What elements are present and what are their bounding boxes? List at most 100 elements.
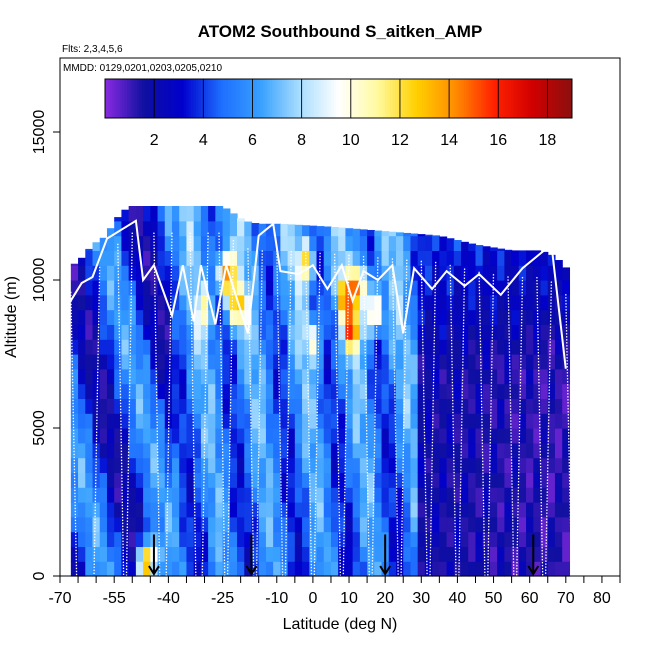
heatmap-cell <box>164 250 173 266</box>
heatmap-cell <box>439 265 448 281</box>
heatmap-cell <box>489 546 498 562</box>
heatmap-cell <box>316 472 325 488</box>
heatmap-cell <box>547 294 556 311</box>
heatmap-cell <box>439 354 448 370</box>
colorbar-segment <box>259 79 263 118</box>
heatmap-cell <box>302 294 310 311</box>
heatmap-cell <box>99 339 108 355</box>
heatmap-cell <box>410 546 419 562</box>
heatmap-cell <box>237 502 245 518</box>
heatmap-cell <box>562 309 571 325</box>
colorbar-segment <box>129 79 133 118</box>
colorbar-segment <box>161 79 165 118</box>
colorbar-segment <box>515 79 519 118</box>
heatmap-cell <box>135 516 144 533</box>
vertical-profile <box>93 266 101 577</box>
heatmap-cell <box>229 531 238 547</box>
plot-frame <box>59 57 621 577</box>
heatmap-cell <box>237 339 245 355</box>
heatmap-cell <box>265 413 274 429</box>
heatmap-cell <box>504 516 513 533</box>
heatmap-cell <box>468 383 477 399</box>
heatmap-cell <box>92 354 101 370</box>
heatmap-cell <box>135 398 144 414</box>
heatmap-cell <box>280 265 289 281</box>
heatmap-cell <box>323 368 332 385</box>
heatmap-cell <box>287 428 296 444</box>
heatmap-cell <box>359 398 368 414</box>
heatmap-cell <box>359 368 368 385</box>
heatmap-cell <box>121 235 130 251</box>
heatmap-cell <box>215 354 224 370</box>
heatmap-cell <box>294 339 303 355</box>
heatmap-cell <box>244 546 253 562</box>
heatmap-cell <box>70 561 79 577</box>
heatmap-cell <box>265 502 274 518</box>
heatmap-cell <box>208 280 216 296</box>
heatmap-cell <box>330 442 339 459</box>
heatmap-cell <box>323 265 332 281</box>
heatmap-cell <box>114 339 123 355</box>
heatmap-cell <box>345 294 354 311</box>
colorbar-segment <box>232 79 236 118</box>
heatmap-cell <box>135 235 144 251</box>
heatmap-cell <box>106 457 115 473</box>
heatmap-cell <box>237 383 245 399</box>
heatmap-cell <box>388 457 397 473</box>
heatmap-cell <box>114 398 123 414</box>
heatmap-cell <box>164 531 173 547</box>
colorbar-segment <box>163 79 167 118</box>
colorbar-segment <box>510 79 514 118</box>
heatmap-cell <box>417 250 426 266</box>
heatmap-cell <box>518 265 527 281</box>
heatmap-cell <box>287 368 296 385</box>
heatmap-cell <box>143 206 151 222</box>
heatmap-cell <box>229 294 238 311</box>
heatmap-cell <box>128 235 137 251</box>
heatmap-cell <box>562 294 571 311</box>
heatmap-cell <box>265 223 274 237</box>
heatmap-cell <box>352 531 361 547</box>
heatmap-cell <box>388 250 397 266</box>
heatmap-cell <box>424 516 433 533</box>
heatmap-cell <box>482 502 491 518</box>
heatmap-cell <box>352 546 361 562</box>
colorbar-segment <box>168 79 172 118</box>
heatmap-cell <box>85 368 94 385</box>
heatmap-cell <box>367 398 375 414</box>
heatmap-cell <box>251 472 260 488</box>
heatmap-cell <box>497 442 505 459</box>
heatmap-cell <box>323 309 332 325</box>
heatmap-cell <box>330 398 339 414</box>
vertical-profile <box>362 255 370 577</box>
heatmap-cell <box>229 502 238 518</box>
heatmap-cell <box>208 324 216 340</box>
heatmap-cell <box>121 383 130 399</box>
heatmap-cell <box>439 457 448 473</box>
heatmap-cell <box>114 561 123 577</box>
heatmap-cell <box>540 398 549 414</box>
heatmap-cell <box>302 225 310 237</box>
heatmap-cell <box>143 324 151 340</box>
colorbar-segment <box>395 79 398 118</box>
heatmap-cell <box>417 280 426 296</box>
heatmap-cell <box>511 339 520 355</box>
heatmap-cell <box>526 413 534 429</box>
heatmap-cell <box>432 546 440 562</box>
heatmap-cell <box>497 428 505 444</box>
heatmap-cell <box>453 250 462 266</box>
heatmap-cell <box>432 309 440 325</box>
colorbar-segment <box>294 79 298 118</box>
heatmap-cell <box>92 383 101 399</box>
heatmap-cell <box>533 339 542 355</box>
colorbar-tick-label: 8 <box>297 132 306 149</box>
heatmap-cell <box>396 428 404 444</box>
heatmap-cell <box>287 531 296 547</box>
heatmap-cell <box>128 546 137 562</box>
heatmap-cell <box>330 516 339 533</box>
heatmap-cell <box>121 294 130 311</box>
heatmap-cell <box>200 413 209 429</box>
heatmap-cell <box>150 442 159 459</box>
heatmap-cell <box>273 457 281 473</box>
heatmap-cell <box>200 206 209 222</box>
